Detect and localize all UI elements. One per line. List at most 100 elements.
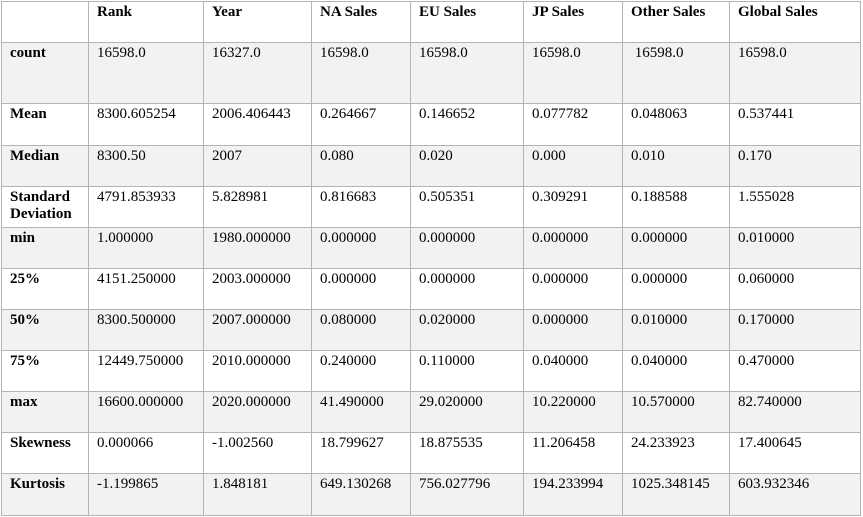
table-cell: 29.020000: [410, 391, 524, 433]
column-header: Other Sales: [622, 1, 730, 43]
table-cell: 0.170: [729, 145, 861, 187]
table-cell: 0.146652: [410, 103, 524, 146]
table-cell: 0.000000: [523, 227, 623, 269]
table-cell: 0.000000: [311, 227, 411, 269]
table-cell: 0.170000: [729, 309, 861, 351]
table-cell: 0.060000: [729, 268, 861, 310]
table-cell: 41.490000: [311, 391, 411, 433]
table-cell: 16600.000000: [88, 391, 204, 433]
table-cell: 16598.0: [622, 42, 730, 104]
table-cell: 10.570000: [622, 391, 730, 433]
table-cell: 0.000000: [622, 227, 730, 269]
table-cell: 1025.348145: [622, 473, 730, 516]
table-cell: 649.130268: [311, 473, 411, 516]
row-header: Skewness: [1, 432, 89, 474]
table-cell: 1.000000: [88, 227, 204, 269]
table-cell: 0.010: [622, 145, 730, 187]
row-header: Kurtosis: [1, 473, 89, 516]
row-header: Mean: [1, 103, 89, 146]
row-header: 75%: [1, 350, 89, 392]
table-cell: 2003.000000: [203, 268, 312, 310]
row-header: Standard Deviation: [1, 186, 89, 228]
table-header-row: Rank Year NA Sales EU Sales JP Sales Oth…: [1, 1, 861, 43]
column-header: JP Sales: [523, 1, 623, 43]
row-header: max: [1, 391, 89, 433]
table-cell: 0.020: [410, 145, 524, 187]
table-cell: 16598.0: [410, 42, 524, 104]
table-cell: 16598.0: [88, 42, 204, 104]
table-row: Mean 8300.605254 2006.406443 0.264667 0.…: [1, 103, 861, 146]
table-cell: 0.264667: [311, 103, 411, 146]
table-cell: 1.555028: [729, 186, 861, 228]
row-header: 25%: [1, 268, 89, 310]
table-cell: 0.470000: [729, 350, 861, 392]
table-cell: 2007: [203, 145, 312, 187]
table-cell: 0.240000: [311, 350, 411, 392]
table-cell: 0.080000: [311, 309, 411, 351]
table-row: count 16598.0 16327.0 16598.0 16598.0 16…: [1, 42, 861, 104]
column-header: Global Sales: [729, 1, 861, 43]
table-cell: 2020.000000: [203, 391, 312, 433]
table-cell: 18.875535: [410, 432, 524, 474]
table-cell: 18.799627: [311, 432, 411, 474]
table-cell: 603.932346: [729, 473, 861, 516]
table-cell: 16327.0: [203, 42, 312, 104]
table-cell: 1980.000000: [203, 227, 312, 269]
table-cell: 12449.750000: [88, 350, 204, 392]
table-cell: 0.040000: [523, 350, 623, 392]
table-cell: 11.206458: [523, 432, 623, 474]
table-cell: 0.040000: [622, 350, 730, 392]
column-header: EU Sales: [410, 1, 524, 43]
table-cell: 82.740000: [729, 391, 861, 433]
table-cell: 0.505351: [410, 186, 524, 228]
table-cell: 2010.000000: [203, 350, 312, 392]
row-header: Median: [1, 145, 89, 187]
column-header: Rank: [88, 1, 204, 43]
table-cell: 0.020000: [410, 309, 524, 351]
table-row: max 16600.000000 2020.000000 41.490000 2…: [1, 391, 861, 433]
table-cell: 0.000000: [410, 227, 524, 269]
table-row: min 1.000000 1980.000000 0.000000 0.0000…: [1, 227, 861, 269]
table-cell: 24.233923: [622, 432, 730, 474]
table-cell: 194.233994: [523, 473, 623, 516]
table-row: 25% 4151.250000 2003.000000 0.000000 0.0…: [1, 268, 861, 310]
table-cell: 0.000066: [88, 432, 204, 474]
table-cell: 0.000000: [523, 309, 623, 351]
table-cell: 8300.605254: [88, 103, 204, 146]
table-cell: 0.077782: [523, 103, 623, 146]
table-cell: 0.000000: [523, 268, 623, 310]
table-cell: 16598.0: [311, 42, 411, 104]
row-header: min: [1, 227, 89, 269]
table-cell: 10.220000: [523, 391, 623, 433]
row-header: count: [1, 42, 89, 104]
column-header: NA Sales: [311, 1, 411, 43]
table-cell: 0.080: [311, 145, 411, 187]
table-cell: 4791.853933: [88, 186, 204, 228]
table-cell: 16598.0: [523, 42, 623, 104]
table-cell: 0.010000: [729, 227, 861, 269]
table-cell: 0.000: [523, 145, 623, 187]
table-row: Skewness 0.000066 -1.002560 18.799627 18…: [1, 432, 861, 474]
table-cell: 17.400645: [729, 432, 861, 474]
table-cell: 0.537441: [729, 103, 861, 146]
table-row: Standard Deviation 4791.853933 5.828981 …: [1, 186, 861, 228]
table-cell: -1.199865: [88, 473, 204, 516]
table-cell: 0.010000: [622, 309, 730, 351]
table-row: 50% 8300.500000 2007.000000 0.080000 0.0…: [1, 309, 861, 351]
table-row: Median 8300.50 2007 0.080 0.020 0.000 0.…: [1, 145, 861, 187]
table-row: 75% 12449.750000 2010.000000 0.240000 0.…: [1, 350, 861, 392]
table-cell: 1.848181: [203, 473, 312, 516]
table-cell: 8300.500000: [88, 309, 204, 351]
table-cell: 0.000000: [622, 268, 730, 310]
column-header: Year: [203, 1, 312, 43]
table-cell: 2007.000000: [203, 309, 312, 351]
table-cell: 8300.50: [88, 145, 204, 187]
table-cell: -1.002560: [203, 432, 312, 474]
table-cell: 0.000000: [410, 268, 524, 310]
row-header: 50%: [1, 309, 89, 351]
table-cell: 0.000000: [311, 268, 411, 310]
table-cell: 4151.250000: [88, 268, 204, 310]
table-cell: 16598.0: [729, 42, 861, 104]
column-header: [1, 1, 89, 43]
